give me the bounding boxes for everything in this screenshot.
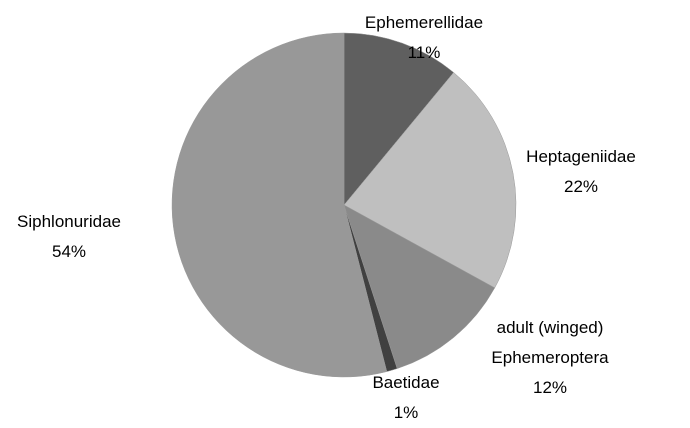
category-label: Baetidae xyxy=(372,373,440,392)
slice-label: Siphlonuridae 54% xyxy=(0,207,149,267)
value-label: 22% xyxy=(563,177,599,196)
pie-slice xyxy=(171,32,388,378)
value-label: 11% xyxy=(407,43,441,62)
slice-label: adult (winged) Ephemeroptera 12% xyxy=(485,313,615,403)
category-label: Siphlonuridae xyxy=(17,212,121,231)
category-label: adult (winged) Ephemeroptera xyxy=(491,318,609,367)
pie-slice xyxy=(343,204,496,369)
value-label: 54% xyxy=(51,242,87,261)
slice-label: Baetidae 1% xyxy=(346,368,466,428)
pie-slice xyxy=(343,32,454,206)
value-label: 1% xyxy=(393,403,419,422)
category-label: Ephemerellidae xyxy=(364,13,484,32)
value-label: 12% xyxy=(532,378,568,397)
slice-label: Ephemerellidae 11% xyxy=(344,8,504,68)
slice-label: Heptageniidae 22% xyxy=(501,142,661,202)
pie-slice xyxy=(343,72,517,289)
category-label: Heptageniidae xyxy=(526,147,636,166)
